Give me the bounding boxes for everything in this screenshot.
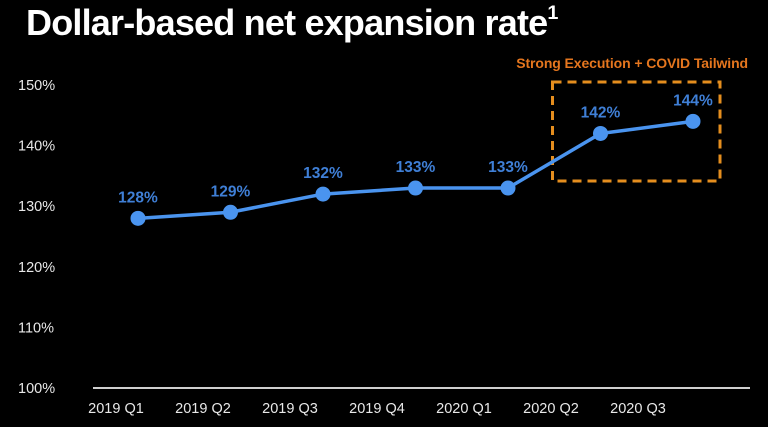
- page-title-text: Dollar-based net expansion rate: [26, 2, 548, 43]
- page-title: Dollar-based net expansion rate1: [26, 2, 558, 44]
- highlight-box: [551, 80, 722, 183]
- x-axis-tick-label: 2019 Q4: [349, 401, 405, 417]
- x-axis-tick-label: 2020 Q3: [610, 401, 666, 417]
- data-point-label: 128%: [118, 189, 158, 206]
- y-axis-tick-label: 120%: [18, 260, 55, 276]
- data-point: [315, 186, 331, 202]
- data-point: [130, 210, 146, 226]
- data-point: [500, 180, 516, 196]
- data-point-label: 142%: [581, 104, 621, 121]
- data-point: [593, 125, 608, 141]
- data-point: [685, 113, 701, 129]
- y-axis-tick-label: 140%: [18, 139, 55, 155]
- data-point: [223, 204, 238, 220]
- x-axis-tick-label: 2020 Q2: [523, 401, 579, 417]
- y-axis-tick-label: 130%: [18, 199, 55, 215]
- y-axis-tick-label: 150%: [18, 78, 55, 94]
- data-point-label: 132%: [303, 165, 343, 182]
- data-point-label: 133%: [488, 159, 528, 176]
- x-axis-tick-label: 2019 Q2: [175, 401, 231, 417]
- data-point: [408, 180, 423, 196]
- data-point-label: 129%: [211, 183, 251, 200]
- x-axis-tick-label: 2019 Q3: [262, 401, 318, 417]
- x-axis-tick-label: 2020 Q1: [436, 401, 492, 417]
- data-point-label: 144%: [673, 92, 713, 109]
- y-axis-tick-label: 110%: [18, 320, 54, 336]
- highlight-annotation-label: Strong Execution + COVID Tailwind: [516, 55, 748, 71]
- x-axis-tick-label: 2019 Q1: [88, 401, 144, 417]
- data-point-label: 133%: [396, 159, 436, 176]
- y-axis-tick-label: 100%: [18, 381, 55, 397]
- page-title-superscript: 1: [547, 2, 558, 25]
